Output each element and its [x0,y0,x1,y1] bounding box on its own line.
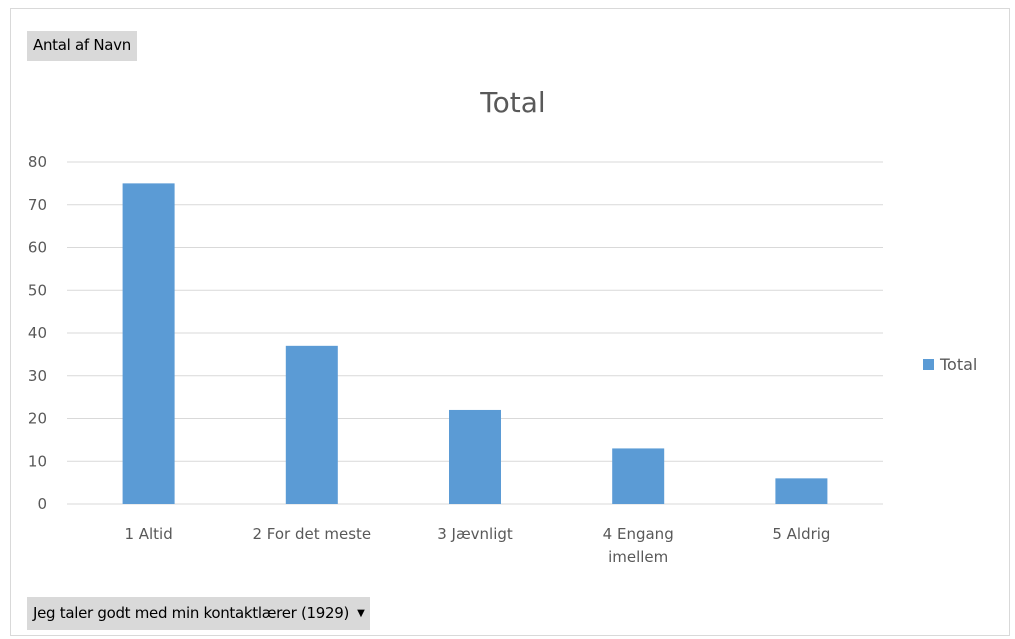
filter-field-label: Jeg taler godt med min kontaktlærer (192… [33,604,350,622]
x-tick-label: 2 For det meste [252,525,371,543]
values-field-button[interactable]: Antal af Navn [27,31,137,61]
bar [285,345,338,504]
y-tick-label: 30 [28,367,47,385]
legend: Total [923,352,977,376]
y-tick-label: 20 [28,410,47,428]
legend-label: Total [940,354,978,374]
filter-field-button[interactable]: Jeg taler godt med min kontaktlærer (192… [27,597,371,630]
legend-swatch [923,358,934,370]
y-tick-label: 70 [28,196,47,214]
y-tick-label: 40 [28,324,47,342]
y-tick-label: 50 [28,281,47,299]
x-tick-label: imellem [608,548,668,566]
x-tick-label: 3 Jævnligt [437,525,513,543]
x-tick-label: 1 Altid [124,525,172,543]
y-tick-label: 0 [37,495,47,513]
bar [122,183,175,504]
values-field-label: Antal af Navn [33,36,131,54]
chart-title: Total [480,86,546,119]
bar [775,478,828,504]
y-tick-label: 60 [28,239,47,257]
y-tick-label: 80 [28,153,47,171]
bar [449,409,501,504]
x-tick-label: 4 Engang [603,525,674,543]
y-tick-label: 10 [28,452,47,470]
chart-area [10,8,1010,636]
dropdown-arrow-icon[interactable]: ▼ [357,608,365,619]
bar [612,448,665,504]
x-tick-label: 5 Aldrig [772,525,830,543]
